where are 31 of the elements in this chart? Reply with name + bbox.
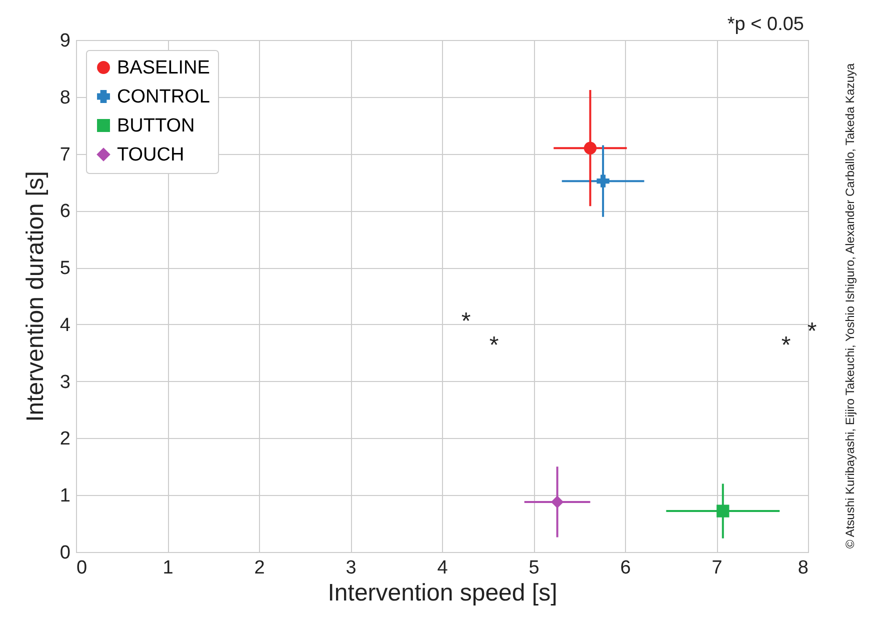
x-tick-label: 7	[712, 558, 722, 578]
y-tick-label: 6	[60, 201, 70, 222]
y-tick-label: 4	[60, 314, 71, 336]
x-tick-label: 1	[162, 558, 174, 578]
y-tick-label: 5	[60, 258, 70, 280]
x-tick-label: 3	[346, 558, 356, 578]
annotation: *	[461, 308, 471, 335]
annotation: *	[807, 318, 817, 345]
y-tick-label: 2	[60, 428, 70, 450]
y-tick-label: 8	[60, 87, 70, 108]
y-tick-label: 0	[60, 542, 70, 564]
annotation: *	[781, 332, 791, 359]
x-tick-label: 4	[437, 558, 448, 578]
y-tick-label: 7	[60, 144, 70, 166]
x-tick-label: 8	[798, 558, 808, 578]
legend-label: TOUCH	[117, 144, 184, 166]
legend-label: BUTTON	[117, 116, 195, 136]
text: © Atsushi Kuribayashi, Eijiro Takeuchi, Yoshio Ishiguro, Alexander Carballo, Takeda Kazuya	[843, 63, 857, 549]
y-tick-label: 1	[60, 486, 70, 507]
text: *p < 0.05	[727, 14, 804, 35]
y-axis-title: Intervention duration [s]	[22, 171, 49, 422]
legend-label: CONTROL	[117, 86, 210, 108]
x-tick-label: 0	[76, 558, 88, 578]
x-tick-label: 6	[620, 558, 631, 578]
y-tick-label: 9	[60, 30, 70, 52]
legend-label: BASELINE	[117, 58, 210, 78]
x-tick-label: 5	[528, 558, 540, 578]
annotation: *	[489, 332, 499, 359]
x-axis-title: Intervention speed [s]	[328, 580, 558, 606]
y-tick-label: 3	[60, 372, 70, 393]
x-tick-label: 2	[254, 558, 265, 578]
